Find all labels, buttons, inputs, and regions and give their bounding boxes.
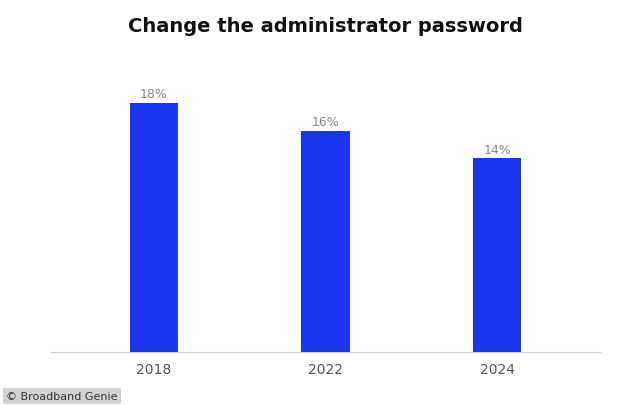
Bar xyxy=(130,104,178,352)
Title: Change the administrator password: Change the administrator password xyxy=(128,17,523,36)
Bar xyxy=(473,159,521,352)
Text: © Broadband Genie: © Broadband Genie xyxy=(6,391,118,401)
Text: 14%: 14% xyxy=(483,143,511,156)
Text: 16%: 16% xyxy=(312,116,339,129)
Text: 18%: 18% xyxy=(140,88,167,101)
Bar xyxy=(301,132,349,352)
